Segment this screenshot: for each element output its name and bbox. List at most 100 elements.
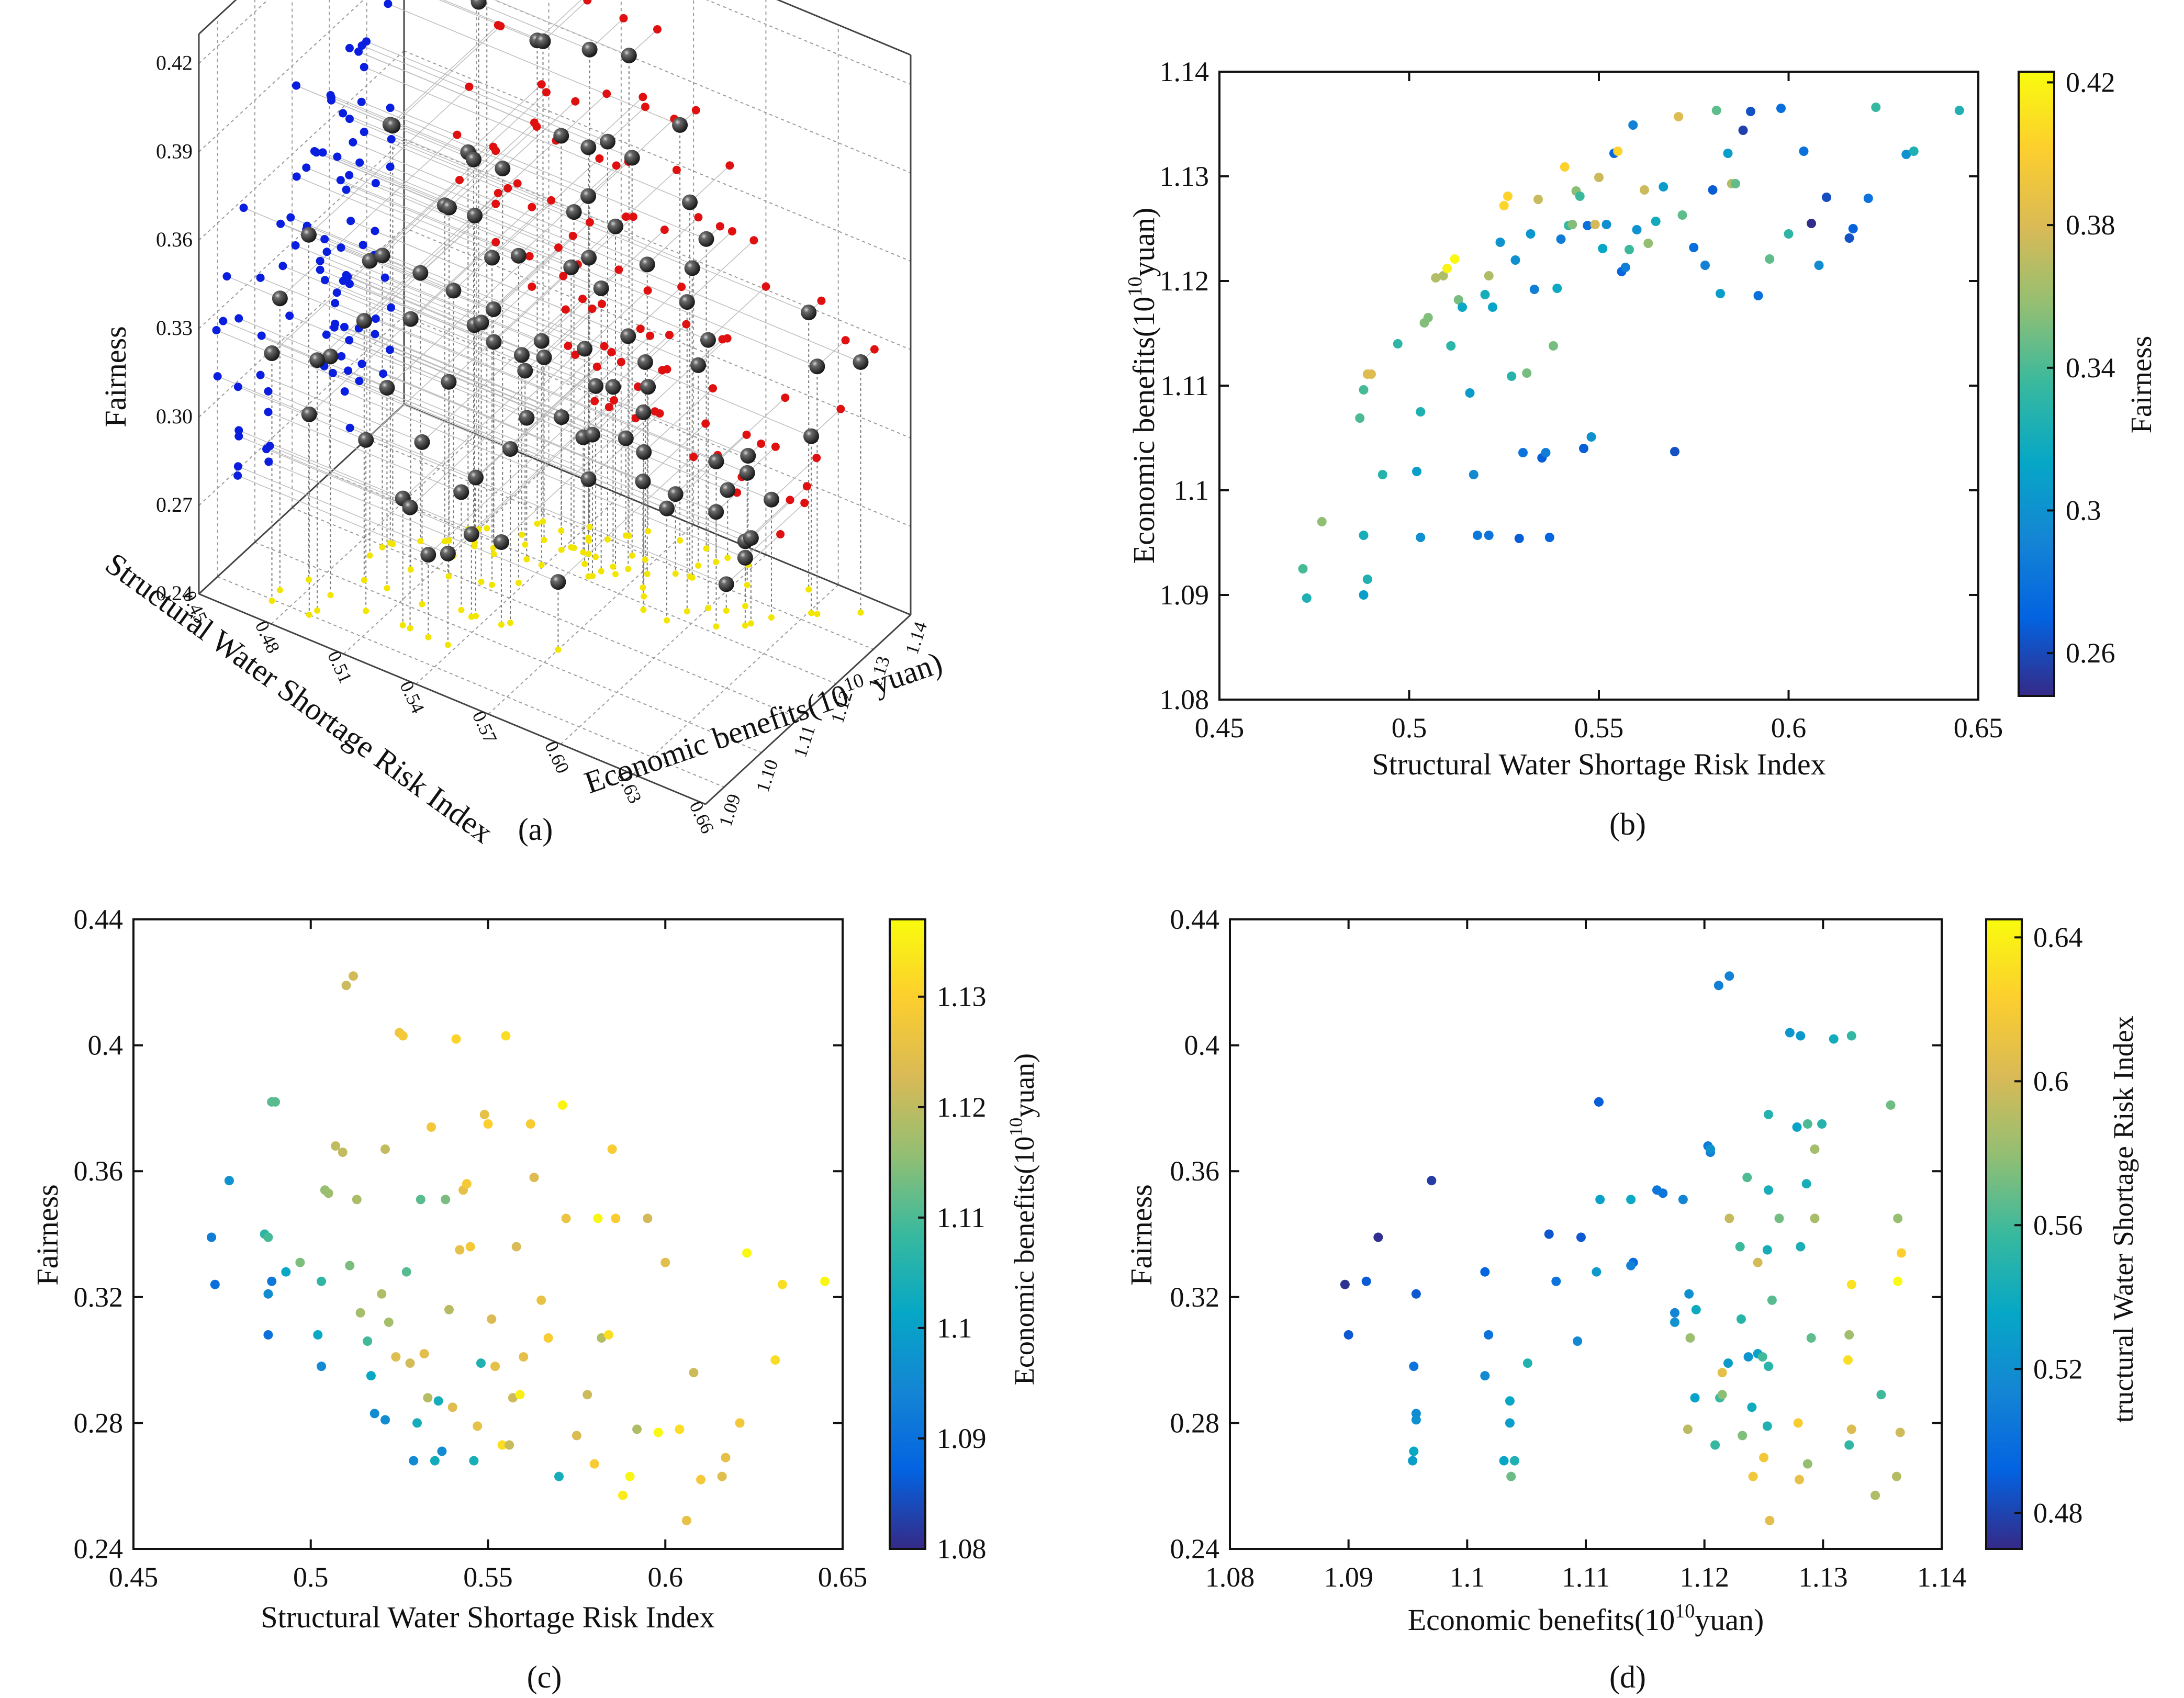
side-projection [715,222,724,231]
data-point [419,1349,429,1359]
floor-projection [695,562,702,569]
data-point [1651,217,1661,226]
panel-a-3d-scatter: 0.450.480.510.540.570.600.630.66 1.091.1… [98,0,947,850]
data-point [1886,1100,1896,1110]
data-point [1503,192,1513,201]
back-projection [380,273,389,282]
data-point [1757,1352,1767,1362]
data-point [1689,243,1699,252]
data-point [1711,106,1721,115]
projection-line [607,106,646,142]
side-projection [614,265,623,274]
data-point [581,41,598,58]
panel-d-x-label: Economic benefits(1010yuan) [1408,1600,1764,1637]
data-point [517,363,533,379]
data-point [1495,238,1505,247]
projection-line [745,502,805,558]
data-point [1806,1333,1816,1343]
panel-b-caption: (b) [1609,807,1646,841]
floor-projection [677,537,684,544]
data-point [1658,1188,1668,1198]
data-point [300,227,317,243]
data-point [1871,103,1881,112]
data-point [763,491,779,508]
data-point [1359,385,1369,395]
panel-c-colorbar-label: Economic benefits(1010yuan) [1005,1053,1040,1385]
data-point [345,1261,355,1270]
side-projection [597,299,606,308]
data-point [675,1424,685,1434]
data-point [402,499,418,515]
back-projection [360,63,368,72]
data-point [1583,221,1593,230]
data-point [1431,273,1441,283]
back-projection [355,158,364,167]
floor-projection [640,584,646,591]
back-projection [336,176,345,185]
projection-line [334,327,593,435]
data-point [462,1179,472,1189]
projection-line [364,131,692,269]
back-projection [371,178,380,187]
projection-line [771,457,817,500]
data-point [529,1173,539,1183]
projection-line [308,86,469,235]
data-point [1499,1456,1509,1466]
data-point [317,1276,327,1286]
back-projection [264,408,273,417]
floor-projection [629,552,635,559]
floor-projection [445,573,452,580]
projection-line [316,152,450,208]
data-point [1556,234,1566,244]
data-point [1560,162,1570,172]
side-projection [653,25,662,34]
data-point [1846,1424,1856,1434]
data-point [402,311,419,327]
data-point [1359,531,1369,540]
floor-projection [425,634,432,640]
floor-projection [612,571,619,578]
back-projection [340,387,349,396]
floor-projection [768,614,775,621]
data-point [1684,1289,1694,1299]
data-point [672,117,688,133]
grid-line [366,438,874,650]
data-point [451,1034,461,1044]
data-point [1762,1245,1772,1255]
data-point [1409,1362,1419,1371]
floor-projection [489,581,496,588]
data-point [624,150,640,166]
data-point [1522,368,1532,378]
projection-line [467,84,542,153]
side-projection [812,454,821,463]
x-tick-label: 0.6 [648,1561,684,1593]
projection-line [574,161,629,212]
floor-projection [305,576,312,583]
side-projection [634,383,643,391]
data-point [1896,1248,1906,1258]
back-projection [212,326,221,335]
side-projection [646,331,655,340]
data-point [1469,470,1479,479]
panel-a-z-label: Fairness [98,326,132,427]
data-point [1767,1295,1777,1305]
side-projection [537,80,546,89]
data-point [1691,1305,1701,1314]
data-point [637,354,653,370]
back-projection [331,319,340,328]
floor-projection [724,555,731,561]
projection-line [402,345,568,499]
projection-line [296,176,492,258]
side-projection [547,196,556,205]
data-point [1484,531,1494,540]
data-point [1659,182,1668,192]
side-projection [571,97,580,106]
data-point [495,161,511,177]
data-point [620,328,636,344]
y-tick-label: 0.44 [1170,904,1220,935]
back-projection [219,317,228,325]
panel-d-scatter: 1.08 1.09 1.1 1.11 1.12 1.13 1.14 0.24 0.28 0.32… [1124,904,2139,1694]
axis-edge [704,614,912,805]
data-point [554,1471,564,1481]
z-tick-label: 0.30 [156,404,193,428]
